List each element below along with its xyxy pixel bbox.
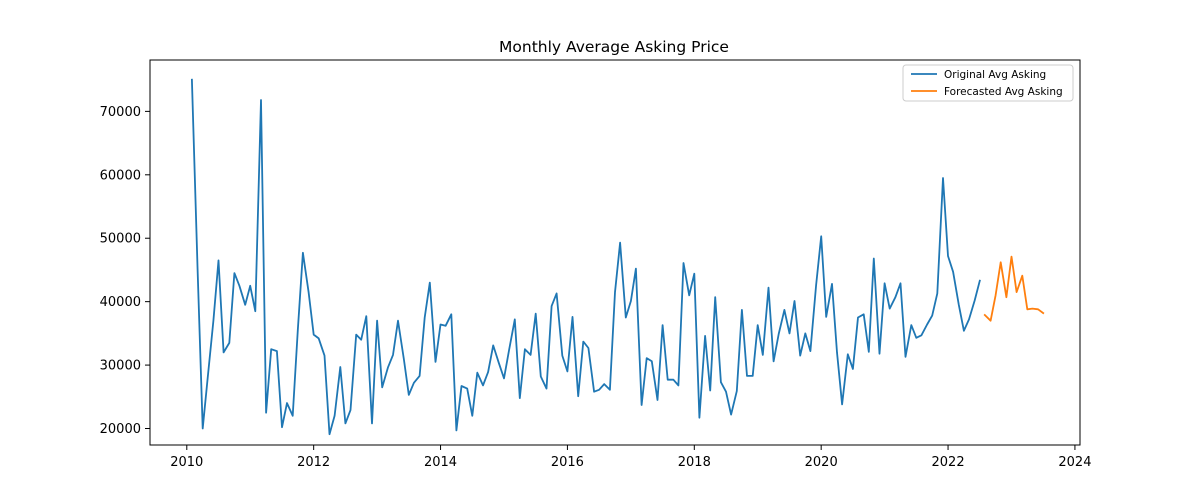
x-tick-label: 2010 [170,455,203,470]
y-tick-label: 30000 [100,359,141,374]
y-axis: 20000 30000 40000 50000 60000 70000 [100,105,150,437]
x-tick-label: 2014 [424,455,457,470]
x-tick-label: 2020 [805,455,838,470]
x-axis: 2010 2012 2014 2016 2018 2020 2022 2024 [170,445,1091,470]
legend-label: Original Avg Asking [944,69,1046,81]
x-tick-label: 2022 [932,455,965,470]
y-tick-label: 70000 [100,105,141,120]
y-tick-label: 60000 [100,168,141,183]
x-tick-label: 2012 [297,455,330,470]
y-tick-label: 20000 [100,422,141,437]
legend: Original Avg Asking Forecasted Avg Asking [902,64,1074,102]
y-tick-label: 40000 [100,295,141,310]
x-tick-label: 2018 [678,455,711,470]
x-tick-label: 2016 [551,455,584,470]
series-line-forecasted-avg-asking [983,255,1045,322]
chart-title: Monthly Average Asking Price [499,38,729,56]
x-tick-label: 2024 [1058,455,1091,470]
legend-label: Forecasted Avg Asking [944,86,1063,98]
y-tick-label: 50000 [100,232,141,247]
legend-box [902,64,1074,102]
plot-area-frame [149,59,1081,446]
series-line-original-avg-asking [190,78,981,436]
